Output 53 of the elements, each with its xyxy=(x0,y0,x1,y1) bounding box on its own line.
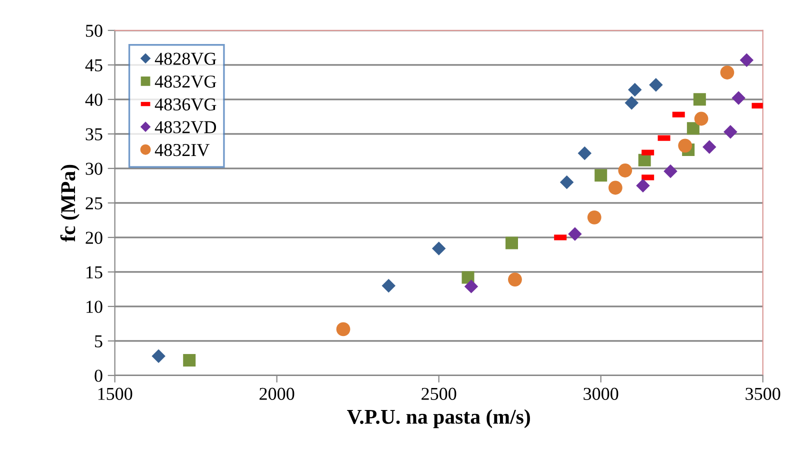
point xyxy=(636,178,650,193)
x-axis-title: V.P.U. na pasta (m/s) xyxy=(347,409,530,428)
point xyxy=(624,96,638,110)
y-tick-label: 40 xyxy=(85,94,102,106)
point xyxy=(664,164,678,178)
x-tick-label: 3500 xyxy=(746,388,780,400)
y-tick-label: 20 xyxy=(86,232,102,244)
point xyxy=(432,242,446,256)
point xyxy=(464,280,478,294)
legend-label: 4832VG xyxy=(154,76,216,88)
y-axis-title: fc (MPa) xyxy=(60,164,80,242)
point xyxy=(505,236,518,250)
x-tick-label: 3000 xyxy=(584,388,618,400)
point xyxy=(152,349,166,364)
point xyxy=(686,122,700,135)
x-tick-label: 1500 xyxy=(98,388,132,400)
y-tick-label: 5 xyxy=(95,335,102,348)
point xyxy=(594,169,608,182)
point xyxy=(702,140,716,154)
point xyxy=(740,53,754,67)
point xyxy=(336,322,350,336)
y-tick-label: 10 xyxy=(86,300,102,313)
point xyxy=(732,91,746,105)
x-tick-label: 2000 xyxy=(260,388,294,400)
point xyxy=(508,272,522,286)
point xyxy=(694,112,708,126)
y-tick-label: 25 xyxy=(86,197,102,210)
legend-label: 4836VG xyxy=(154,98,216,111)
point xyxy=(720,66,734,80)
point xyxy=(568,227,582,241)
y-tick-label: 35 xyxy=(86,128,102,140)
point xyxy=(724,124,738,139)
point xyxy=(618,164,632,178)
point xyxy=(628,82,642,97)
point xyxy=(693,93,706,106)
point xyxy=(608,180,622,195)
point xyxy=(382,278,396,293)
point xyxy=(638,154,651,166)
point xyxy=(183,354,196,367)
y-tick-label: 45 xyxy=(85,59,102,72)
y-tick-label: 0 xyxy=(94,370,102,382)
legend-label: 4832VD xyxy=(154,121,216,134)
point xyxy=(587,210,602,224)
legend-label: 4832IV xyxy=(154,144,210,156)
legend-label: 4828VG xyxy=(154,52,216,65)
point xyxy=(560,175,574,190)
y-tick-label: 30 xyxy=(86,162,102,175)
y-tick-label: 15 xyxy=(86,266,102,278)
x-tick-label: 2500 xyxy=(422,388,456,400)
point xyxy=(649,78,663,92)
point xyxy=(678,138,692,153)
point xyxy=(578,146,592,160)
y-tick-label: 50 xyxy=(86,24,102,37)
